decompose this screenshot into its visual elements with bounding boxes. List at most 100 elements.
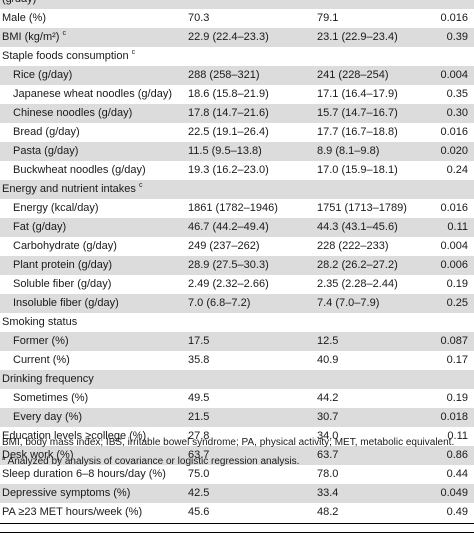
p-value: 0.087 — [440, 335, 468, 347]
row-label: Staple foods consumption c — [2, 47, 135, 66]
footnote-marker: c — [138, 182, 143, 189]
table-row: Chinese noodles (g/day) 17.8 (14.7–21.6) 1… — [0, 104, 474, 123]
row-label: (g/day) — [2, 0, 36, 9]
group2-value: 17.0 (15.9–18.1) — [317, 164, 398, 176]
footnote-marker: c — [131, 49, 136, 56]
group2-value: 44.3 (43.1–45.6) — [317, 221, 398, 233]
group2-value: 48.2 — [317, 506, 339, 518]
row-label-text: Bread (g/day) — [13, 126, 80, 138]
row-label-text: Fat (g/day) — [13, 221, 67, 233]
table-bottom-rule — [0, 523, 474, 524]
group2-value: 63.7 — [317, 449, 339, 461]
group1-value: 249 (237–262) — [188, 240, 260, 252]
group1-value: 35.8 — [188, 354, 210, 366]
section-header-row: Drinking frequency — [0, 370, 474, 389]
p-value: 0.004 — [440, 69, 468, 81]
p-value: 0.19 — [446, 278, 468, 290]
row-label: Soluble fiber (g/day) — [13, 275, 111, 294]
row-label: Japanese wheat noodles (g/day) — [13, 85, 172, 104]
table-row: Plant protein (g/day) 28.9 (27.5–30.3) 28.… — [0, 256, 474, 275]
row-label-text: Buckwheat noodles (g/day) — [13, 164, 146, 176]
row-label-text: Sleep duration 6–8 hours/day (%) — [2, 468, 166, 480]
group1-value: 17.5 — [188, 335, 210, 347]
table-row: Male (%) 70.3 79.1 0.016 — [0, 9, 474, 28]
row-label: PA ≥23 MET hours/week (%) — [2, 503, 142, 522]
row-label-text: Sometimes (%) — [13, 392, 89, 404]
row-label: Carbohydrate (g/day) — [13, 237, 117, 256]
section-header-row: Smoking status — [0, 313, 474, 332]
p-value: 0.86 — [446, 449, 468, 461]
table-row: Japanese wheat noodles (g/day) 18.6 (15.8… — [0, 85, 474, 104]
p-value: 0.49 — [446, 506, 468, 518]
row-label: Former (%) — [13, 332, 69, 351]
table-row: Every day (%) 21.5 30.7 0.018 — [0, 408, 474, 427]
section-header-row: Staple foods consumption c — [0, 47, 474, 66]
footnote-a-text: Analyzed by analysis of covariance or lo… — [7, 456, 300, 467]
group1-value: 46.7 (44.2–49.4) — [188, 221, 269, 233]
section-header-row: Energy and nutrient intakes c — [0, 180, 474, 199]
p-value: 0.016 — [440, 202, 468, 214]
row-label: Fat (g/day) — [13, 218, 66, 237]
row-label-text: Rice (g/day) — [13, 69, 73, 81]
group2-value: 40.9 — [317, 354, 339, 366]
p-value: 0.004 — [440, 240, 468, 252]
row-label: Current (%) — [13, 351, 70, 370]
row-label: Sometimes (%) — [13, 389, 88, 408]
row-label-text: PA ≥23 MET hours/week (%) — [2, 506, 143, 518]
row-label: Pasta (g/day) — [13, 142, 78, 161]
table-row: Depressive symptoms (%) 42.5 33.4 0.049 — [0, 484, 474, 503]
table-row: Carbohydrate (g/day) 249 (237–262) 228 (22… — [0, 237, 474, 256]
footnote-a-mark: a — [2, 456, 6, 462]
table-row: Pasta (g/day) 11.5 (9.5–13.8) 8.9 (8.1–9.8… — [0, 142, 474, 161]
row-label-text: Energy and nutrient intakes — [2, 183, 136, 195]
p-value: 0.11 — [447, 430, 468, 442]
table-row: Buckwheat noodles (g/day) 19.3 (16.2–23.0… — [0, 161, 474, 180]
table-row: Bread (g/day) 22.5 (19.1–26.4) 17.7 (16.7–… — [0, 123, 474, 142]
row-label-text: Former (%) — [13, 335, 69, 347]
table-row: Energy (kcal/day) 1861 (1782–1946) 1751 (1… — [0, 199, 474, 218]
group1-value: 22.9 (22.4–23.3) — [188, 31, 269, 43]
group2-value: 34.0 — [317, 430, 339, 442]
p-value: 0.016 — [440, 12, 468, 24]
row-label-text: Pasta (g/day) — [13, 145, 79, 157]
row-label-text: Male (%) — [2, 12, 47, 24]
row-label-text: Desk work (%) — [2, 449, 74, 461]
group1-value: 17.8 (14.7–21.6) — [188, 107, 269, 119]
group2-value: 7.4 (7.0–7.9) — [317, 297, 380, 309]
group1-value: 28.9 (27.5–30.3) — [188, 259, 269, 271]
p-value: 0.018 — [440, 411, 468, 423]
group1-value: 1861 (1782–1946) — [188, 202, 278, 214]
row-label: Plant protein (g/day) — [13, 256, 112, 275]
group1-value: 49.5 — [188, 392, 210, 404]
group2-value: 33.4 — [317, 487, 339, 499]
row-label-text: Smoking status — [2, 316, 78, 328]
group2-value: 241 (228–254) — [317, 69, 389, 81]
group1-value: 22.5 (19.1–26.4) — [188, 126, 269, 138]
row-label: Rice (g/day) — [13, 66, 72, 85]
row-label-text: Depressive symptoms (%) — [2, 487, 131, 499]
row-label-text: Soluble fiber (g/day) — [13, 278, 112, 290]
row-label: Energy and nutrient intakes c — [2, 180, 142, 199]
p-value: 0.006 — [440, 259, 468, 271]
table-row: BMI (kg/m²) c 22.9 (22.4–23.3) 23.1 (22.9–… — [0, 28, 474, 47]
group2-value: 17.7 (16.7–18.8) — [317, 126, 398, 138]
row-label: Male (%) — [2, 9, 46, 28]
group1-value: 45.6 — [188, 506, 210, 518]
group1-value: 21.5 — [188, 411, 210, 423]
group2-value: 28.2 (26.2–27.2) — [317, 259, 398, 271]
p-value: 0.016 — [440, 126, 468, 138]
group2-value: 228 (222–233) — [317, 240, 389, 252]
row-label: Insoluble fiber (g/day) — [13, 294, 119, 313]
row-label-text: (g/day) — [2, 0, 36, 5]
row-label: Buckwheat noodles (g/day) — [13, 161, 146, 180]
table-row: Fat (g/day) 46.7 (44.2–49.4) 44.3 (43.1–45… — [0, 218, 474, 237]
row-label: Energy (kcal/day) — [13, 199, 99, 218]
group2-value: 44.2 — [317, 392, 339, 404]
row-label: Drinking frequency — [2, 370, 94, 389]
group2-value: 2.35 (2.28–2.44) — [317, 278, 398, 290]
table-row: Desk work (%) 63.7 63.7 0.86 — [0, 446, 474, 465]
group1-value: 2.49 (2.32–2.66) — [188, 278, 269, 290]
group1-value: 288 (258–321) — [188, 69, 260, 81]
group2-value: 23.1 (22.9–23.4) — [317, 31, 398, 43]
p-value: 0.39 — [446, 31, 468, 43]
